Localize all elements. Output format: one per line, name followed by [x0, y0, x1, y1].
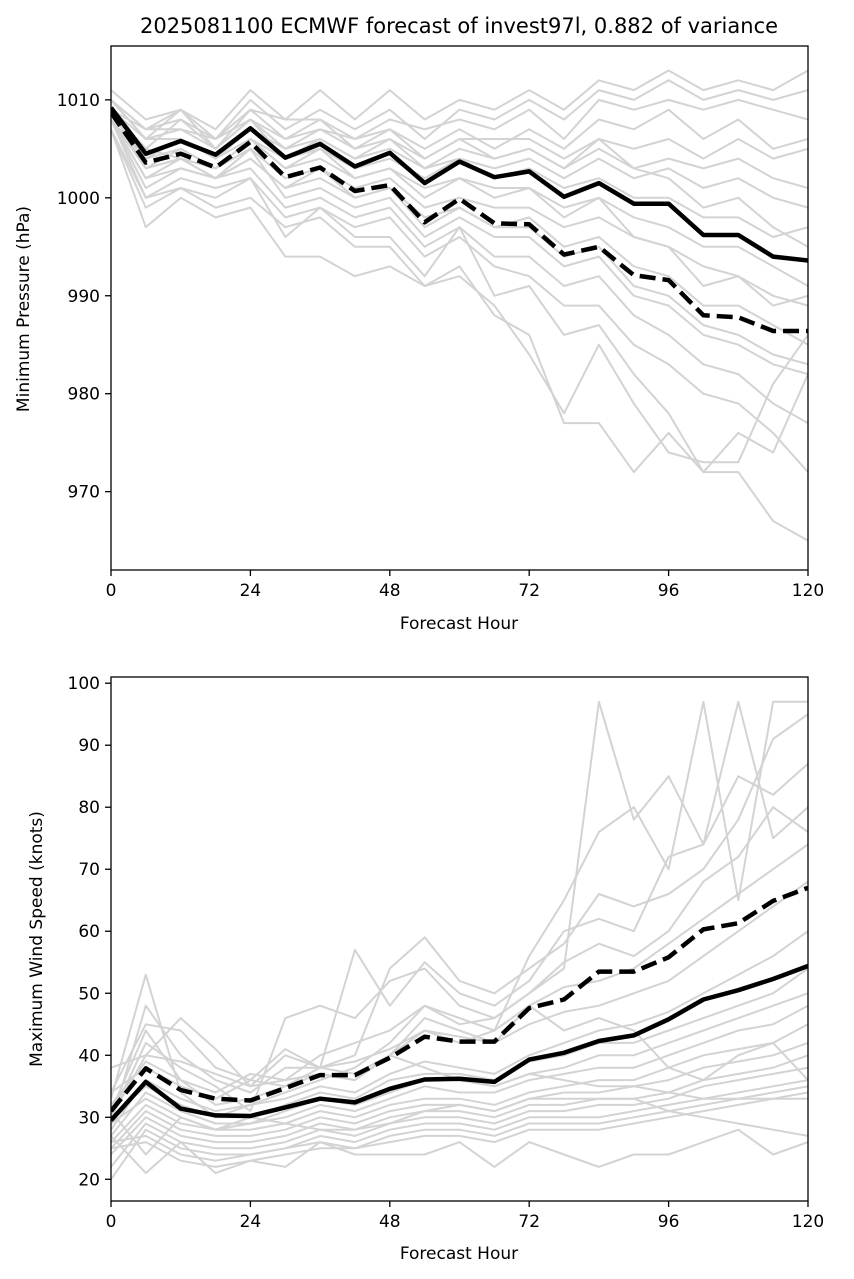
wind-plot-frame [110, 676, 809, 1202]
pressure-ensemble-member-line-9 [111, 118, 808, 307]
wind-dashed-line [111, 885, 808, 1113]
pressure-solid-line [111, 106, 808, 263]
wind-chart: 0 24 48 72 96 120 20 30 40 50 60 70 80 90 100 Forecast… [27, 674, 824, 1264]
wind-x-tick-label: 48 [379, 1212, 401, 1232]
pressure-ensemble-member-line-17 [111, 99, 808, 209]
pressure-dashed-line [111, 111, 808, 334]
pressure-chart: 2025081100 ECMWF forecast of invest97l, … [14, 14, 824, 634]
wind-y-tick-label: 30 [78, 1108, 100, 1128]
wind-y-tick-label: 70 [78, 860, 100, 880]
wind-ensemble-member-line-11 [111, 1004, 808, 1131]
wind-ensemble-member-line-7 [111, 880, 808, 1100]
pressure-ensemble-member-line-16 [111, 128, 808, 464]
pressure-ensemble-member-line-4 [111, 108, 808, 150]
pressure-y-tick-label: 1000 [57, 189, 100, 209]
wind-x-tick-label: 24 [240, 1212, 262, 1232]
wind-y-tick-label: 80 [78, 798, 100, 818]
pressure-x-tick-label: 48 [379, 581, 401, 601]
pressure-y-tick-label: 970 [68, 483, 100, 503]
pressure-axes: 0 24 48 72 96 120 970 980 990 1000 1010 [57, 45, 824, 601]
wind-y-axis-label: Maximum Wind Speed (knots) [27, 811, 47, 1067]
pressure-y-tick-label: 1010 [57, 91, 100, 111]
wind-x-tick-label: 0 [106, 1212, 117, 1232]
wind-ensemble-member-line-14 [111, 1054, 808, 1156]
pressure-y-tick-label: 990 [68, 287, 100, 307]
pressure-ensemble-member-line-14 [111, 128, 808, 542]
pressure-plot-frame [110, 45, 809, 571]
wind-ensemble-member-line-2 [111, 700, 808, 1112]
pressure-y-axis-label: Minimum Pressure (hPa) [14, 206, 34, 412]
wind-y-tick-label: 90 [78, 736, 100, 756]
wind-ensemble-member-line-17 [111, 1085, 808, 1162]
pressure-x-axis-label: Forecast Hour [400, 614, 518, 634]
pressure-ensemble-member-line-18 [111, 99, 808, 248]
wind-ensemble-member-line-18 [111, 1091, 808, 1168]
wind-x-tick-label: 120 [792, 1212, 824, 1232]
wind-ensemble-member-line-8 [111, 930, 808, 1131]
wind-ensemble-member-line-21 [111, 1004, 808, 1093]
pressure-ensemble-member-line-2 [111, 79, 808, 140]
pressure-x-tick-label: 120 [792, 581, 824, 601]
pressure-x-tick-label: 24 [240, 581, 262, 601]
wind-ensemble-member-line-16 [111, 1079, 808, 1180]
wind-series-group [111, 700, 808, 1180]
wind-y-tick-label: 60 [78, 922, 100, 942]
pressure-ensemble-member-line-3 [111, 98, 808, 150]
pressure-series-group [111, 69, 808, 542]
pressure-x-tick-label: 96 [658, 581, 680, 601]
wind-y-tick-label: 20 [78, 1170, 100, 1190]
wind-y-tick-label: 40 [78, 1046, 100, 1066]
wind-ensemble-member-line-20 [111, 1097, 808, 1156]
wind-ensemble-member-line-5 [111, 806, 808, 1118]
wind-x-axis-label: Forecast Hour [400, 1244, 518, 1264]
wind-axes: 0 24 48 72 96 120 20 30 40 50 60 70 80 90 100 [68, 674, 825, 1232]
pressure-x-tick-label: 72 [518, 581, 540, 601]
wind-y-tick-label: 100 [68, 674, 100, 694]
wind-x-tick-label: 72 [518, 1212, 540, 1232]
wind-ensemble-member-line-6 [111, 843, 808, 1106]
pressure-ensemble-member-line-20 [111, 118, 808, 366]
pressure-ensemble-member-line-6 [111, 108, 808, 189]
wind-ensemble-member-line-19 [111, 1128, 808, 1175]
wind-ensemble-member-line-15 [111, 1066, 808, 1168]
wind-x-tick-label: 96 [658, 1212, 680, 1232]
pressure-ensemble-member-line-1 [111, 69, 808, 131]
wind-y-tick-label: 50 [78, 984, 100, 1004]
pressure-chart-title: 2025081100 ECMWF forecast of invest97l, … [140, 14, 778, 38]
pressure-ensemble-member-line-13 [111, 119, 808, 473]
wind-ensemble-member-line-1 [111, 700, 808, 1119]
pressure-ensemble-member-line-11 [111, 109, 808, 376]
pressure-y-tick-label: 980 [68, 385, 100, 405]
wind-ensemble-member-line-4 [111, 763, 808, 1124]
wind-ensemble-member-line-12 [111, 1023, 808, 1143]
wind-solid-line [111, 963, 808, 1122]
pressure-x-tick-label: 0 [106, 581, 117, 601]
wind-ensemble-member-line-3 [111, 713, 808, 1118]
